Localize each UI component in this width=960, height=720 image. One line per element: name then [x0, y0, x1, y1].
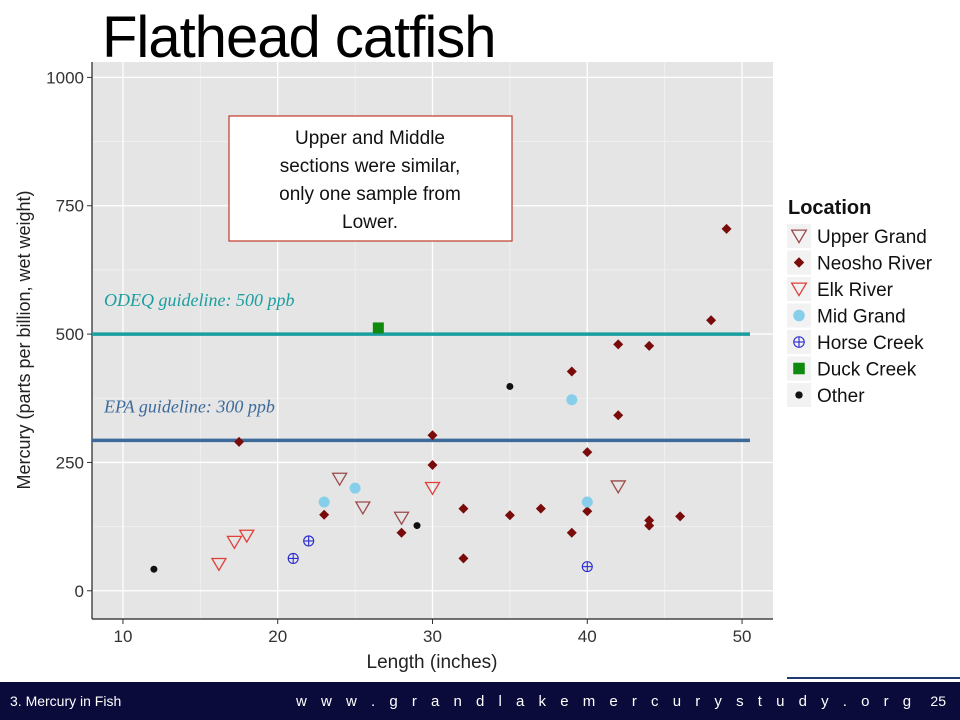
legend-key-elk-river	[790, 282, 808, 297]
point-mid-grand	[581, 496, 593, 508]
point-mid-grand	[349, 482, 361, 494]
point-other	[150, 565, 158, 573]
point-neosho-river	[396, 527, 407, 538]
point-horse-creek	[287, 552, 299, 564]
y-tick-label: 500	[56, 325, 84, 344]
point-horse-creek	[581, 561, 593, 573]
legend-label: Elk River	[817, 280, 894, 301]
callout-box: Upper and Middle sections were similar, on…	[228, 115, 513, 242]
legend-label: Neosho River	[817, 254, 933, 275]
legend-label: Horse Creek	[817, 333, 924, 354]
point-neosho-river	[504, 510, 515, 521]
point-elk-river	[210, 557, 228, 572]
point-upper-grand	[354, 501, 371, 516]
legend-key-bg	[787, 224, 811, 248]
point-neosho-river	[458, 553, 469, 564]
point-neosho-river	[644, 520, 655, 531]
y-tick-label: 1000	[46, 68, 84, 87]
footer-bar	[0, 682, 960, 720]
legend-title: Location	[788, 197, 871, 219]
y-tick-label: 250	[56, 453, 84, 472]
callout-line: sections were similar,	[280, 156, 461, 177]
y-axis-label: Mercury (parts per billion, wet weight)	[14, 190, 34, 489]
point-neosho-river	[582, 506, 593, 517]
y-tick-label: 750	[56, 197, 84, 216]
point-mid-grand	[318, 496, 330, 508]
point-neosho-river	[613, 410, 624, 421]
point-neosho-river	[644, 340, 655, 351]
x-tick-label: 10	[113, 627, 132, 646]
footer-section-label: 3. Mercury in Fish	[10, 693, 122, 709]
point-upper-grand	[331, 472, 348, 487]
x-tick-label: 30	[423, 627, 442, 646]
point-duck-creek	[372, 322, 384, 334]
legend-key-neosho-river	[793, 257, 805, 268]
point-neosho-river	[644, 515, 655, 526]
legend-key-upper-grand	[790, 229, 808, 244]
callout-line: Lower.	[342, 212, 398, 233]
point-neosho-river	[319, 509, 330, 520]
point-upper-grand	[393, 511, 410, 526]
point-neosho-river	[613, 339, 624, 350]
legend-label: Upper Grand	[817, 227, 927, 248]
point-neosho-river	[721, 223, 732, 234]
legend-key-horse-creek	[793, 336, 805, 348]
point-elk-river	[226, 535, 243, 550]
point-elk-river	[238, 529, 255, 544]
point-neosho-river	[582, 447, 593, 458]
point-neosho-river	[566, 527, 577, 538]
point-mid-grand	[566, 394, 578, 406]
legend-label: Duck Creek	[817, 360, 917, 381]
footer-accent-line	[787, 677, 960, 679]
legend: Location Upper Grand Neosho River Elk Rive…	[787, 197, 933, 407]
point-neosho-river	[566, 366, 577, 377]
point-elk-river	[424, 481, 441, 496]
point-neosho-river	[427, 430, 438, 441]
legend-label: Mid Grand	[817, 307, 906, 328]
legend-key-duck-creek	[793, 362, 805, 375]
page-number: 25	[930, 693, 946, 709]
x-tick-label: 50	[733, 627, 752, 646]
point-neosho-river	[535, 503, 546, 514]
callout-line: Upper and Middle	[295, 128, 445, 149]
footer-url: w w w . g r a n d l a k e m e r c u r y …	[296, 693, 917, 710]
point-other	[413, 522, 421, 530]
point-neosho-river	[427, 459, 438, 470]
point-other	[506, 382, 514, 390]
reference-line-label: EPA guideline: 300 ppb	[103, 396, 275, 416]
reference-line-label: ODEQ guideline: 500 ppb	[104, 290, 294, 310]
legend-key-bg	[787, 277, 811, 301]
point-upper-grand	[610, 480, 627, 495]
x-tick-label: 20	[268, 627, 287, 646]
x-tick-label: 40	[578, 627, 597, 646]
y-tick-label: 0	[75, 582, 84, 601]
point-neosho-river	[675, 511, 686, 522]
slide-title: Flathead catfish	[102, 5, 496, 70]
legend-key-other	[795, 391, 803, 399]
point-neosho-river	[234, 436, 245, 447]
legend-label: Other	[817, 386, 865, 407]
x-axis-label: Length (inches)	[367, 652, 498, 673]
point-neosho-river	[458, 503, 469, 514]
legend-key-mid-grand	[793, 309, 805, 322]
reference-lines: ODEQ guideline: 500 ppb EPA guideline: 30…	[92, 290, 750, 443]
point-neosho-river	[706, 315, 717, 326]
callout-line: only one sample from	[279, 184, 461, 205]
point-horse-creek	[303, 535, 315, 547]
data-points	[150, 223, 732, 573]
